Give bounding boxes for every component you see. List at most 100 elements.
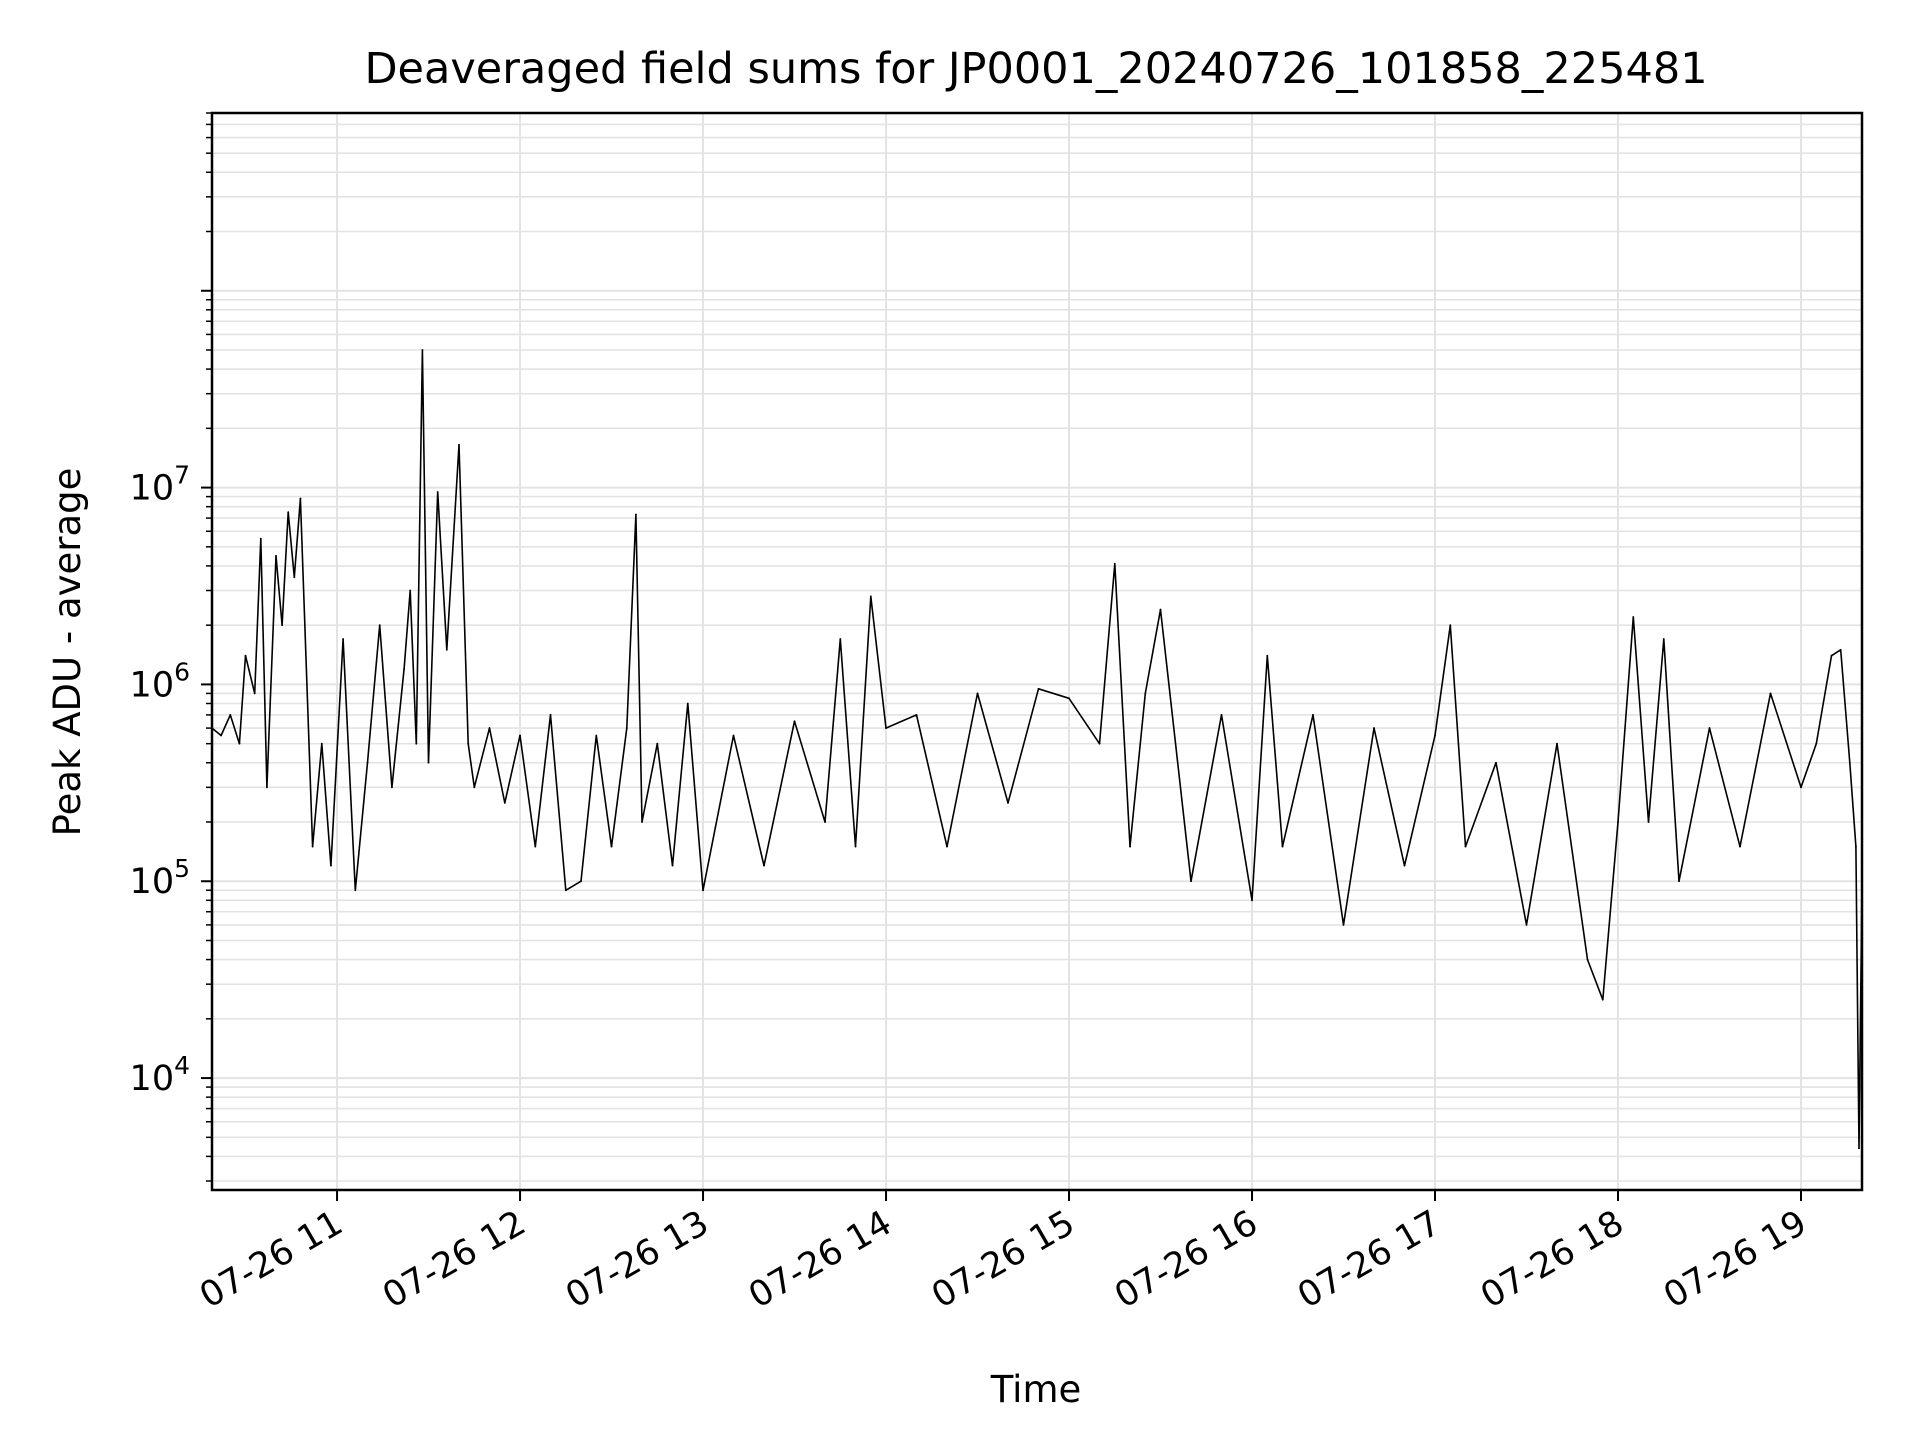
series-point	[1617, 821, 1619, 823]
series-point	[1586, 958, 1589, 961]
series-point	[220, 734, 223, 737]
series-point	[1190, 880, 1192, 883]
series-point	[1144, 692, 1147, 695]
series-point	[342, 638, 345, 640]
y-tick-label: 105	[130, 854, 190, 902]
series-point	[1769, 692, 1772, 695]
series-point	[686, 702, 689, 705]
series-point	[330, 864, 332, 867]
series-point	[238, 742, 241, 745]
series-point	[595, 734, 598, 737]
series-point	[415, 742, 418, 745]
series-point	[1113, 562, 1116, 565]
series-point	[1098, 742, 1101, 745]
series-point	[1251, 899, 1253, 902]
y-minor-ticks	[201, 112, 212, 1182]
series-point	[793, 720, 796, 723]
series-point	[1647, 821, 1650, 823]
series-point	[519, 734, 521, 737]
series-point	[839, 638, 842, 640]
series-point	[1037, 687, 1040, 690]
series-point	[1739, 845, 1741, 848]
series-point	[403, 667, 406, 670]
series-point	[311, 845, 314, 848]
series-point	[915, 714, 918, 716]
series-point	[1858, 1147, 1860, 1150]
series-point	[732, 734, 735, 737]
series-point	[580, 880, 582, 883]
series-point	[671, 864, 674, 867]
series-point	[436, 491, 439, 493]
series-point	[391, 786, 393, 789]
series-point	[702, 889, 704, 892]
series-point	[564, 889, 567, 892]
series-point	[1848, 761, 1851, 764]
series-point	[378, 624, 381, 627]
series-point	[824, 821, 826, 823]
series-point	[1678, 880, 1680, 883]
series-point	[1373, 727, 1375, 729]
series-point	[1403, 864, 1406, 867]
series-point	[1464, 845, 1467, 848]
plot-area	[211, 349, 1863, 1150]
series-point	[409, 589, 412, 592]
y-axis: 104 105 106 107	[130, 461, 190, 1099]
series-point	[635, 513, 637, 516]
series-point	[467, 742, 470, 745]
series-point	[869, 595, 872, 598]
series-point	[503, 802, 506, 804]
series-point	[1007, 802, 1009, 804]
series-point	[445, 648, 448, 651]
series-point	[1839, 648, 1842, 651]
series-point	[549, 714, 552, 716]
series-point	[253, 692, 256, 695]
y-tick-label: 106	[130, 657, 190, 705]
series-point	[1556, 742, 1558, 745]
series-point	[1281, 845, 1284, 848]
series-point	[281, 624, 284, 627]
plot-frame	[210, 111, 1864, 1192]
series-point	[946, 845, 948, 848]
series-point	[421, 349, 424, 351]
series-point	[1220, 714, 1223, 716]
y-tick-label: 104	[130, 1051, 190, 1099]
series-point	[625, 727, 628, 729]
series-point	[1495, 761, 1497, 764]
series-point	[366, 761, 369, 764]
series-point	[1708, 727, 1711, 729]
series-point	[1855, 845, 1857, 848]
series-point	[427, 761, 430, 764]
series-point	[1632, 616, 1635, 618]
y-axis-label: Peak ADU - average	[46, 468, 89, 837]
series-points	[211, 349, 1863, 1150]
series-point	[293, 576, 296, 579]
series-point	[1068, 697, 1070, 700]
series-point	[885, 727, 887, 729]
series-point	[473, 786, 476, 789]
series-point	[641, 821, 643, 823]
y-tick-label: 107	[130, 461, 190, 509]
series-point	[299, 497, 302, 500]
series-point	[354, 889, 357, 892]
series-point	[458, 443, 460, 446]
series-point	[976, 692, 979, 695]
series-point	[1449, 624, 1452, 627]
series-point	[1800, 786, 1802, 789]
chart-title: Deaveraged field sums for JP0001_2024072…	[364, 44, 1707, 94]
series-point	[1815, 742, 1818, 745]
series-point	[1342, 924, 1345, 926]
series-point	[259, 537, 262, 540]
series-point	[610, 845, 613, 848]
series-point	[1312, 714, 1314, 716]
series-point	[265, 786, 268, 789]
series-point	[1434, 734, 1436, 737]
series-point	[1601, 998, 1604, 1001]
series-point	[1129, 845, 1131, 848]
series-point	[1662, 638, 1665, 640]
series-point	[1159, 608, 1162, 611]
series-point	[244, 654, 247, 657]
series-point	[763, 864, 765, 867]
series-point	[854, 845, 857, 848]
series-point	[1525, 924, 1528, 926]
